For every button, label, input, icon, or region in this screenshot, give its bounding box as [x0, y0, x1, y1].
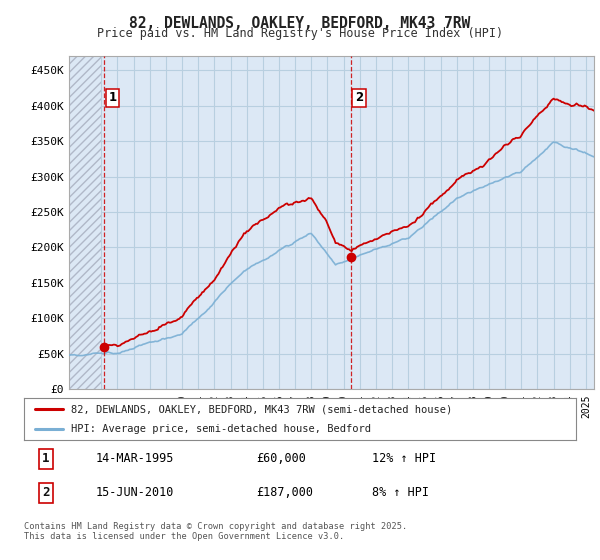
Text: 1: 1 [109, 91, 116, 104]
Text: 15-JUN-2010: 15-JUN-2010 [96, 486, 174, 499]
Text: 82, DEWLANDS, OAKLEY, BEDFORD, MK43 7RW (semi-detached house): 82, DEWLANDS, OAKLEY, BEDFORD, MK43 7RW … [71, 404, 452, 414]
Text: 2: 2 [43, 486, 50, 499]
Text: 2: 2 [355, 91, 363, 104]
Text: 8% ↑ HPI: 8% ↑ HPI [372, 486, 429, 499]
Text: 12% ↑ HPI: 12% ↑ HPI [372, 452, 436, 465]
Text: £60,000: £60,000 [256, 452, 306, 465]
Text: £187,000: £187,000 [256, 486, 313, 499]
Text: 14-MAR-1995: 14-MAR-1995 [96, 452, 174, 465]
Text: Price paid vs. HM Land Registry's House Price Index (HPI): Price paid vs. HM Land Registry's House … [97, 27, 503, 40]
Text: 82, DEWLANDS, OAKLEY, BEDFORD, MK43 7RW: 82, DEWLANDS, OAKLEY, BEDFORD, MK43 7RW [130, 16, 470, 31]
Text: Contains HM Land Registry data © Crown copyright and database right 2025.
This d: Contains HM Land Registry data © Crown c… [24, 522, 407, 542]
Text: HPI: Average price, semi-detached house, Bedford: HPI: Average price, semi-detached house,… [71, 424, 371, 434]
Text: 1: 1 [43, 452, 50, 465]
Bar [69, 56, 101, 389]
